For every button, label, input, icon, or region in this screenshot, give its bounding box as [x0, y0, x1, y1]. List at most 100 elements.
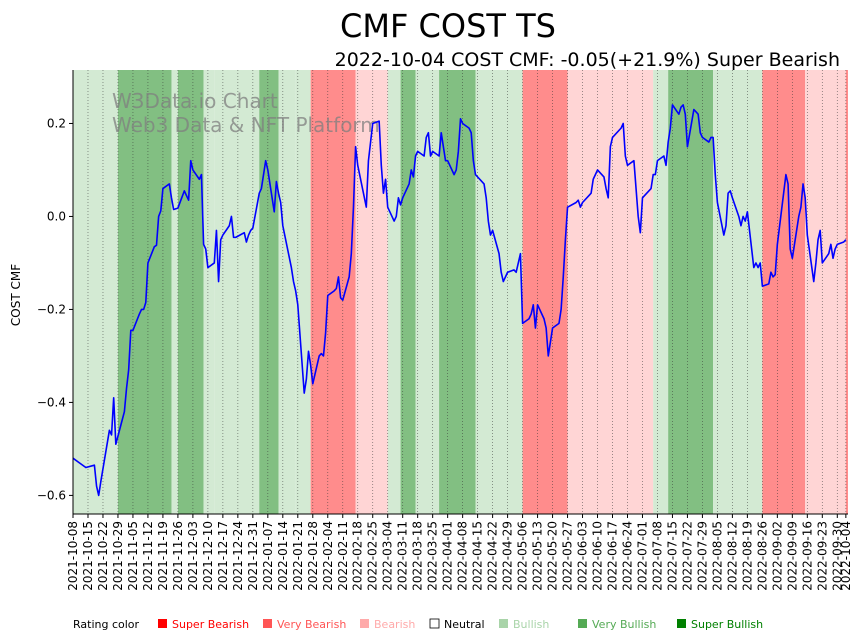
x-tick-label: 2022-05-06: [516, 521, 530, 591]
x-tick-label: 2022-03-25: [426, 521, 440, 591]
x-tick-label: 2022-02-25: [366, 521, 380, 591]
x-tick-label: 2022-02-04: [321, 521, 335, 591]
x-tick-label: 2021-12-24: [231, 521, 245, 591]
rating-band: [171, 70, 178, 514]
legend-label: Bearish: [374, 618, 415, 631]
x-tick-label: 2021-11-26: [171, 521, 185, 591]
x-tick-label: 2022-09-23: [815, 521, 829, 591]
y-tick-label: −0.4: [37, 395, 66, 409]
legend-swatch: [158, 619, 167, 628]
legend-label: Very Bullish: [592, 618, 656, 631]
x-tick-label: 2022-04-29: [501, 521, 515, 591]
rating-band: [439, 70, 476, 514]
legend-swatch: [429, 618, 440, 629]
x-tick-label: 2022-07-01: [635, 521, 649, 591]
x-tick-label: 2021-10-22: [96, 521, 110, 591]
rating-band: [653, 70, 669, 514]
chart-title: CMF COST TS: [340, 7, 556, 45]
x-tick-label: 2022-01-28: [306, 521, 320, 591]
x-tick-label: 2022-04-15: [471, 521, 485, 591]
cmf-series: [72, 104, 847, 497]
watermark-line-2: Web3 Data & NFT Platform: [112, 113, 380, 137]
chart-subtitle: 2022-10-04 COST CMF: -0.05(+21.9%) Super…: [335, 49, 840, 71]
rating-band: [203, 70, 215, 514]
x-tick-label: 2022-05-20: [546, 521, 560, 591]
legend-swatch: [360, 619, 369, 628]
x-tick-label: 2021-10-15: [81, 521, 95, 591]
x-tick-label: 2022-04-01: [441, 521, 455, 591]
x-tick-label: 2022-08-05: [710, 521, 724, 591]
x-tick-label: 2022-09-09: [785, 521, 799, 591]
x-tick-label: 2022-03-11: [396, 521, 410, 591]
x-tick-label: 2022-01-14: [276, 521, 290, 591]
rating-band: [475, 70, 523, 514]
legend-label: Super Bearish: [172, 618, 249, 631]
legend-swatch: [499, 619, 508, 628]
x-tick-label: 2021-10-29: [111, 521, 125, 591]
y-tick-label: 0.0: [47, 209, 66, 223]
y-tick-label: 0.2: [47, 116, 66, 130]
legend-swatch: [578, 619, 587, 628]
watermark-line-1: W3Data.io Chart: [112, 89, 278, 113]
rating-band: [355, 70, 388, 514]
x-tick-label: 2022-06-24: [620, 521, 634, 591]
x-tick-label: 2022-02-11: [336, 521, 350, 591]
x-tick-label: 2022-03-04: [381, 521, 395, 591]
x-tick-label: 2022-01-07: [261, 521, 275, 591]
legend-swatch: [677, 619, 686, 628]
legend-label: Bullish: [513, 618, 549, 631]
x-tick-label: 2022-03-18: [411, 521, 425, 591]
x-tick-label: 2022-04-08: [456, 521, 470, 591]
x-tick-label: 2022-08-12: [725, 521, 739, 591]
x-tick-label: 2022-05-13: [531, 521, 545, 591]
x-tick-label: 2021-12-03: [186, 521, 200, 591]
rating-band: [117, 70, 172, 514]
legend-swatch: [263, 619, 272, 628]
rating-band: [845, 70, 848, 514]
rating-band: [400, 70, 416, 514]
x-tick-label: 2022-06-17: [606, 521, 620, 591]
y-axis-ticks: 0.2 0.0 −0.2 −0.4 −0.6: [37, 116, 73, 502]
watermark: W3Data.io Chart Web3 Data & NFT Platform: [112, 89, 380, 137]
legend-label: Neutral: [444, 618, 485, 631]
x-tick-label: 2022-09-02: [770, 521, 784, 591]
axes: [72, 70, 848, 515]
x-tick-label: 2022-02-18: [351, 521, 365, 591]
rating-band: [177, 70, 204, 514]
legend-label: Super Bullish: [691, 618, 763, 631]
rating-band: [259, 70, 279, 514]
y-axis-label: COST CMF: [9, 264, 23, 326]
x-tick-label: 2022-06-03: [576, 521, 590, 591]
x-tick-label: 2022-08-19: [740, 521, 754, 591]
rating-band: [668, 70, 714, 514]
x-tick-label: 2022-09-30: [830, 521, 844, 591]
x-tick-label: 2021-11-19: [156, 521, 170, 591]
x-tick-label: 2021-11-12: [141, 521, 155, 591]
legend-title: Rating color: [73, 618, 140, 631]
x-tick-label: 2022-08-26: [755, 521, 769, 591]
rating-band: [415, 70, 440, 514]
x-tick-label: 2022-07-15: [665, 521, 679, 591]
rating-band: [713, 70, 763, 514]
rating-band: [387, 70, 401, 514]
y-tick-label: −0.2: [37, 302, 66, 316]
x-tick-label: 2021-12-10: [201, 521, 215, 591]
rating-band: [214, 70, 260, 514]
y-tick-label: −0.6: [37, 488, 66, 502]
x-tick-label: 2021-12-17: [216, 521, 230, 591]
x-tick-label: 2022-04-22: [486, 521, 500, 591]
x-tick-label: 2021-11-05: [126, 521, 140, 591]
weekly-gridlines: [72, 70, 847, 514]
rating-band: [805, 70, 846, 514]
rating-band: [567, 70, 654, 514]
legend-label: Very Bearish: [277, 618, 346, 631]
x-tick-label: 2022-05-27: [561, 521, 575, 591]
x-tick-label: 2022-01-21: [291, 521, 305, 591]
x-tick-label: 2022-07-08: [650, 521, 664, 591]
x-tick-label: 2022-09-16: [800, 521, 814, 591]
cmf-line: [72, 104, 847, 497]
rating-legend: Rating color Super Bearish Very Bearish Bea…: [73, 618, 763, 631]
rating-band: [73, 70, 118, 514]
x-tick-label: 2022-07-29: [695, 521, 709, 591]
